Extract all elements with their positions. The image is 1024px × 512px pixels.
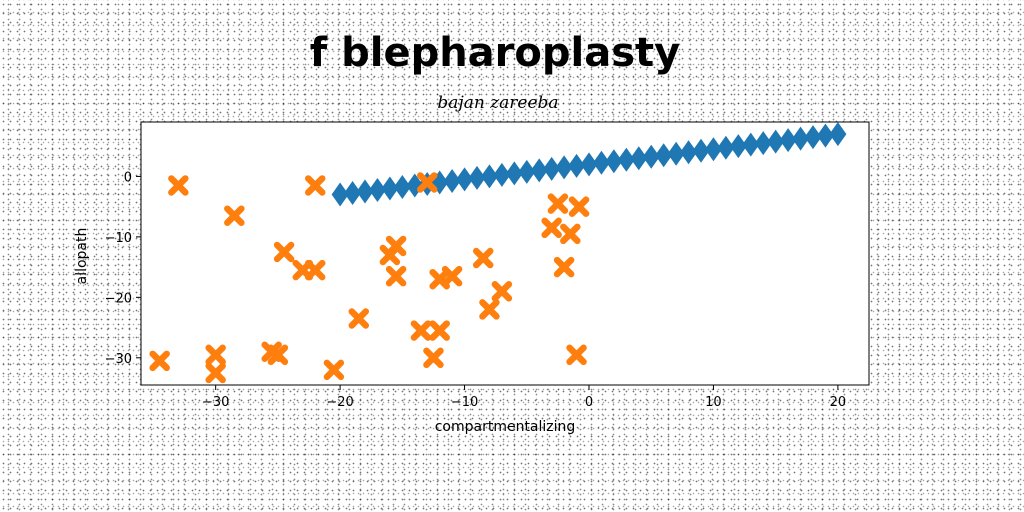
x-point — [541, 217, 562, 239]
diamond-point — [568, 153, 586, 178]
x-point — [429, 268, 450, 290]
diamond-point — [804, 125, 822, 150]
x-point — [566, 344, 587, 366]
diamond-point — [580, 152, 598, 177]
diamond-point — [331, 182, 349, 207]
x-point — [423, 347, 444, 369]
y-tick-label: −10 — [105, 231, 132, 246]
chart-title: f blepharoplasty — [310, 30, 680, 76]
x-axis-label: compartmentalizing — [435, 419, 576, 435]
x-point — [568, 196, 590, 217]
diamond-point — [816, 123, 834, 148]
y-axis: −30 −20 −10 0 — [105, 170, 141, 367]
x-point — [323, 359, 345, 381]
diamond-point — [518, 159, 536, 184]
diamond-point — [456, 167, 474, 192]
x-point — [304, 259, 326, 281]
chart-subtitle: bajan zareeba — [437, 93, 558, 113]
diamond-point — [642, 144, 660, 169]
x-point — [149, 350, 170, 372]
x-point — [224, 205, 245, 226]
x-point — [553, 256, 575, 278]
diamond-point — [717, 135, 735, 160]
x-point — [472, 247, 494, 269]
diamond-point — [605, 149, 623, 174]
diamond-point — [829, 122, 847, 147]
x-point — [385, 265, 407, 287]
diamond-point — [792, 126, 810, 151]
x-tick-label: 20 — [830, 395, 847, 410]
diamond-point — [667, 141, 685, 166]
x-point — [304, 175, 326, 196]
x-point — [416, 172, 438, 193]
diamond-point — [368, 178, 386, 203]
x-point — [168, 175, 189, 196]
x-point — [560, 223, 581, 245]
diamond-point — [729, 134, 747, 159]
diamond-point — [493, 162, 511, 187]
x-point — [273, 241, 295, 263]
diamond-point — [356, 179, 374, 204]
x-point — [410, 320, 432, 341]
y-axis-label: allopath — [74, 228, 90, 285]
plot-area — [140, 121, 870, 386]
diamond-point — [617, 147, 635, 172]
diamond-point — [655, 143, 673, 168]
x-tick-label: −30 — [202, 395, 229, 410]
diamond-point — [381, 176, 399, 201]
x-tick-label: 10 — [705, 395, 722, 410]
diamond-point — [680, 140, 698, 165]
x-point — [348, 308, 370, 329]
diamond-point — [543, 156, 561, 181]
y-tick-label: −30 — [105, 352, 132, 367]
diamond-point — [393, 174, 411, 199]
diamond-point — [555, 155, 573, 180]
diamond-point — [344, 181, 362, 206]
x-point — [479, 299, 500, 320]
x-point — [205, 362, 226, 384]
diamond-point — [767, 129, 785, 154]
y-tick-label: 0 — [124, 170, 132, 185]
diamond-point — [480, 164, 498, 189]
diamond-point — [443, 168, 461, 193]
x-point — [429, 320, 450, 341]
x-point — [205, 344, 226, 366]
diamond-point — [704, 137, 722, 162]
x-tick-label: −10 — [451, 395, 478, 410]
x-axis: −30 −20 −10 0 10 20 — [202, 385, 846, 410]
diamond-point — [505, 161, 523, 186]
x-point — [385, 235, 407, 257]
diamond-point — [754, 131, 772, 156]
diamond-point — [742, 132, 760, 157]
x-tick-label: −20 — [326, 395, 353, 410]
diamond-point — [468, 165, 486, 190]
x-point — [267, 344, 289, 366]
diamond-point — [592, 150, 610, 175]
data-marks — [149, 122, 847, 384]
x-point — [547, 193, 569, 214]
x-point — [491, 281, 513, 302]
diamond-point — [530, 158, 548, 183]
diamond-point — [692, 138, 710, 163]
diamond-point — [630, 146, 648, 171]
x-tick-label: 0 — [585, 395, 593, 410]
diamond-point — [779, 128, 797, 153]
y-tick-label: −20 — [105, 291, 132, 306]
